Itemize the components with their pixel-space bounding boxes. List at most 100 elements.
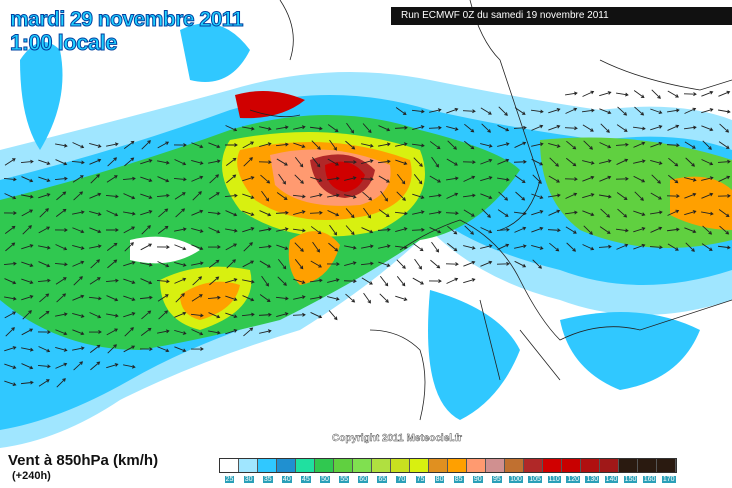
wind-arrow bbox=[718, 141, 730, 149]
wind-arrow bbox=[292, 312, 306, 317]
wind-arrow bbox=[428, 193, 442, 198]
wind-arrow bbox=[548, 142, 561, 148]
wind-arrow bbox=[531, 124, 544, 131]
wind-arrow bbox=[633, 210, 646, 217]
wind-arrow bbox=[412, 243, 424, 252]
wind-arrow bbox=[514, 175, 526, 184]
wind-arrow bbox=[21, 295, 34, 301]
wind-arrow bbox=[480, 193, 493, 200]
wind-arrow bbox=[531, 193, 544, 200]
wind-arrow bbox=[684, 192, 697, 199]
wind-arrow bbox=[191, 227, 204, 233]
wind-arrow bbox=[632, 126, 646, 131]
wind-arrow bbox=[480, 143, 493, 148]
wind-arrow bbox=[174, 159, 187, 166]
wind-arrow bbox=[497, 209, 509, 217]
wind-arrow bbox=[599, 159, 612, 164]
scale-label: 85 bbox=[453, 476, 464, 483]
wind-arrow bbox=[513, 125, 527, 130]
wind-arrow bbox=[72, 244, 85, 250]
wind-arrow bbox=[191, 159, 204, 165]
wind-arrow bbox=[3, 211, 17, 215]
wind-arrow bbox=[463, 209, 475, 217]
wind-arrow bbox=[395, 142, 408, 147]
wind-arrow bbox=[21, 278, 34, 285]
scale-label: 45 bbox=[301, 476, 311, 483]
scale-label: 160 bbox=[642, 476, 657, 483]
wind-arrow bbox=[107, 157, 118, 167]
wind-arrow bbox=[684, 141, 696, 149]
wind-arrow bbox=[3, 177, 17, 182]
wind-arrow bbox=[600, 208, 611, 218]
wind-arrow bbox=[242, 279, 255, 284]
wind-arrow bbox=[258, 312, 272, 317]
wind-arrow bbox=[310, 193, 323, 198]
wind-arrow bbox=[327, 278, 340, 283]
wind-arrow bbox=[4, 193, 17, 200]
forecast-date: mardi 29 novembre 2011 bbox=[10, 8, 244, 32]
wind-arrow bbox=[599, 175, 612, 182]
wind-arrow bbox=[293, 278, 306, 284]
wind-arrow bbox=[259, 126, 272, 131]
wind-arrow bbox=[446, 176, 459, 181]
wind-arrow bbox=[717, 245, 731, 250]
wind-arrow bbox=[532, 174, 542, 184]
wind-arrow bbox=[514, 226, 527, 233]
wind-arrow bbox=[429, 175, 441, 183]
wind-arrow bbox=[157, 225, 169, 234]
wind-arrow bbox=[225, 228, 238, 233]
wind-arrow bbox=[329, 224, 338, 236]
wind-arrow bbox=[55, 362, 68, 369]
wind-arrow bbox=[649, 245, 663, 250]
wind-field bbox=[0, 23, 732, 448]
wind-arrow bbox=[107, 259, 118, 269]
wind-arrow bbox=[209, 174, 220, 184]
wind-arrow bbox=[173, 177, 187, 182]
wind-arrow bbox=[361, 159, 374, 164]
wind-arrow bbox=[72, 260, 85, 267]
wind-arrow bbox=[156, 279, 170, 284]
wind-arrow bbox=[446, 158, 458, 166]
wind-arrow bbox=[513, 159, 527, 164]
wind-arrow bbox=[344, 194, 357, 199]
wind-arrow bbox=[242, 193, 255, 200]
wind-arrow bbox=[89, 344, 101, 354]
wind-arrow bbox=[378, 209, 390, 217]
forecast-time: 1:00 locale bbox=[9, 30, 118, 56]
wind-arrow bbox=[414, 258, 422, 270]
wind-arrow bbox=[717, 193, 731, 198]
wind-arrow bbox=[55, 143, 68, 148]
wind-arrow bbox=[497, 125, 510, 132]
scale-swatch bbox=[562, 459, 581, 472]
wind-arrow bbox=[89, 244, 102, 249]
wind-arrow bbox=[259, 294, 271, 302]
wind-arrow bbox=[650, 141, 663, 148]
wind-arrow bbox=[38, 379, 50, 387]
wind-arrow bbox=[139, 295, 153, 300]
scale-label: 150 bbox=[623, 476, 638, 483]
scale-label: 80 bbox=[434, 476, 445, 483]
wind-arrow bbox=[327, 210, 340, 217]
wind-arrow bbox=[4, 296, 17, 301]
wind-arrow bbox=[276, 125, 289, 130]
wind-arrow bbox=[651, 89, 661, 99]
wind-arrow bbox=[225, 278, 238, 284]
wind-arrow bbox=[345, 225, 355, 236]
wind-arrow bbox=[531, 210, 544, 216]
wind-arrow bbox=[616, 92, 629, 97]
wind-arrow bbox=[5, 327, 15, 337]
wind-arrow bbox=[243, 157, 253, 167]
wind-arrow bbox=[72, 312, 85, 318]
wind-arrow bbox=[515, 191, 526, 201]
wind-arrow bbox=[123, 295, 136, 302]
wind-arrow bbox=[431, 156, 439, 168]
wind-arrow bbox=[650, 108, 663, 115]
wind-arrow bbox=[309, 278, 323, 283]
color-scale bbox=[219, 458, 677, 473]
scale-swatch bbox=[543, 459, 562, 472]
wind-arrow bbox=[242, 141, 255, 149]
wind-arrow bbox=[224, 143, 238, 147]
wind-arrow bbox=[293, 295, 306, 300]
wind-arrow bbox=[4, 278, 17, 285]
wind-arrow bbox=[394, 211, 408, 216]
